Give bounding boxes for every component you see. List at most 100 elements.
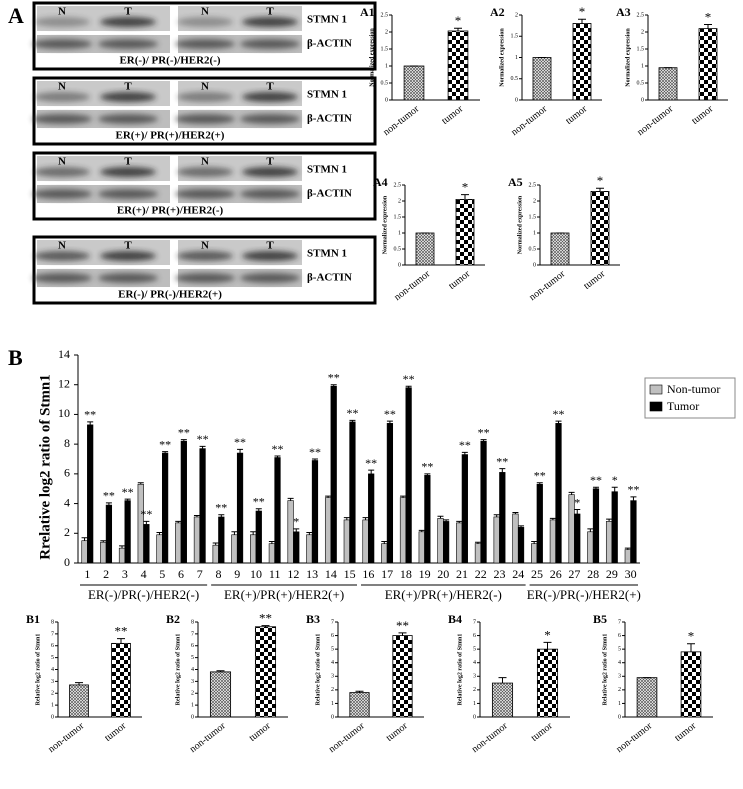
- error-bar: [624, 547, 631, 550]
- y-tick-label: 5: [618, 647, 621, 653]
- y-tick-label: 2: [398, 198, 401, 204]
- bar: [330, 385, 337, 564]
- bar: [590, 190, 610, 266]
- significance: **: [421, 460, 433, 474]
- bar: [437, 518, 444, 564]
- error-bar: [531, 540, 538, 544]
- bar: [611, 491, 618, 564]
- bar: [532, 57, 552, 101]
- error-bar: [119, 545, 126, 549]
- error-bar: [87, 421, 94, 425]
- error-bar: [606, 518, 613, 522]
- bar: [349, 692, 370, 718]
- bar: [658, 67, 678, 101]
- band: [177, 17, 233, 27]
- x-tick-label: 11: [269, 567, 281, 581]
- x-tick-label: 28: [587, 567, 599, 581]
- bar: [455, 198, 475, 266]
- error-bar: [124, 498, 131, 501]
- error-bar: [424, 473, 431, 476]
- error-bar: [117, 638, 125, 644]
- significance: **: [534, 469, 546, 483]
- error-bar: [216, 670, 225, 672]
- chart-label: A5: [508, 175, 523, 189]
- y-tick-label: 1: [51, 703, 54, 709]
- significance: **: [590, 473, 602, 487]
- y-tick-label: 2: [51, 691, 54, 697]
- significance: **: [122, 485, 134, 499]
- significance: **: [178, 425, 190, 439]
- significance: **: [259, 611, 272, 626]
- bar: [605, 521, 613, 564]
- blot-caption: ER(+)/ PR(+)/HER2(-): [117, 205, 224, 217]
- bar: [555, 423, 562, 564]
- x-tick-label: non-tumor: [470, 720, 511, 755]
- bar: [493, 516, 500, 564]
- bar: [456, 522, 463, 564]
- y-tick-label: 4: [51, 667, 54, 673]
- legend-swatch: [649, 401, 663, 412]
- y-tick-label: 1: [515, 55, 518, 61]
- y-tick-label: 1.5: [529, 214, 537, 220]
- y-tick-label: 0: [515, 97, 518, 103]
- y-tick-label: 14: [58, 347, 70, 361]
- y-tick-label: 3: [191, 679, 194, 685]
- band: [242, 251, 298, 261]
- x-tick-label: 4: [141, 567, 147, 581]
- y-axis-label: Normalized expression: [499, 28, 505, 87]
- y-tick-label: 7: [51, 631, 54, 637]
- bar: [162, 452, 169, 564]
- bar: [105, 504, 113, 564]
- error-bar: [405, 385, 412, 388]
- band-label: β-ACTIN: [307, 272, 352, 284]
- chart-label: B5: [593, 612, 607, 626]
- significance: **: [365, 456, 377, 470]
- y-tick-label: 5: [191, 655, 194, 661]
- y-tick-label: 7: [618, 619, 621, 625]
- y-tick-label: 1: [191, 703, 194, 709]
- y-axis-label: Relative log2 ratio of Stmn1: [457, 634, 463, 706]
- bar: [405, 387, 412, 564]
- band: [100, 251, 156, 261]
- band: [32, 273, 92, 283]
- significance: **: [140, 507, 152, 521]
- chart-label: A1: [360, 5, 375, 19]
- significance: **: [197, 432, 209, 446]
- bar: [442, 521, 450, 564]
- lane-label: N: [201, 81, 209, 93]
- blot-caption: ER(-)/ PR(-)/HER2(-): [119, 55, 220, 67]
- error-bar: [100, 540, 107, 543]
- y-tick-label: 10: [58, 406, 70, 420]
- bar: [231, 534, 238, 564]
- bar: [156, 534, 163, 564]
- error-bar: [512, 511, 519, 514]
- error-bar: [437, 515, 444, 519]
- significance: *: [612, 473, 618, 487]
- y-tick-label: 4: [64, 495, 70, 509]
- bar: [250, 534, 257, 564]
- y-tick-label: 5: [51, 655, 54, 661]
- legend-label: Tumor: [667, 399, 699, 413]
- chart-label: A2: [490, 5, 505, 19]
- x-tick-label: tumor: [440, 103, 466, 127]
- error-bar: [255, 508, 262, 511]
- blot-frame: [32, 151, 377, 221]
- error-bar: [180, 439, 187, 442]
- bar: [362, 519, 369, 564]
- error-bar: [578, 18, 586, 24]
- y-tick-label: 0: [618, 714, 621, 720]
- error-bar: [596, 187, 604, 192]
- y-tick-label: 6: [51, 643, 54, 649]
- error-bar: [398, 632, 407, 636]
- band: [240, 114, 300, 124]
- error-bar: [400, 495, 407, 498]
- y-tick-label: 1.5: [511, 34, 519, 40]
- y-axis-label: Normalized expression: [625, 28, 631, 87]
- significance: **: [215, 500, 227, 514]
- bar: [517, 527, 525, 564]
- error-bar: [311, 458, 318, 461]
- error-bar: [287, 497, 294, 501]
- bar: [287, 500, 294, 564]
- blot-caption: ER(-)/ PR(-)/HER2(+): [118, 289, 222, 301]
- band-label: STMN 1: [307, 14, 347, 26]
